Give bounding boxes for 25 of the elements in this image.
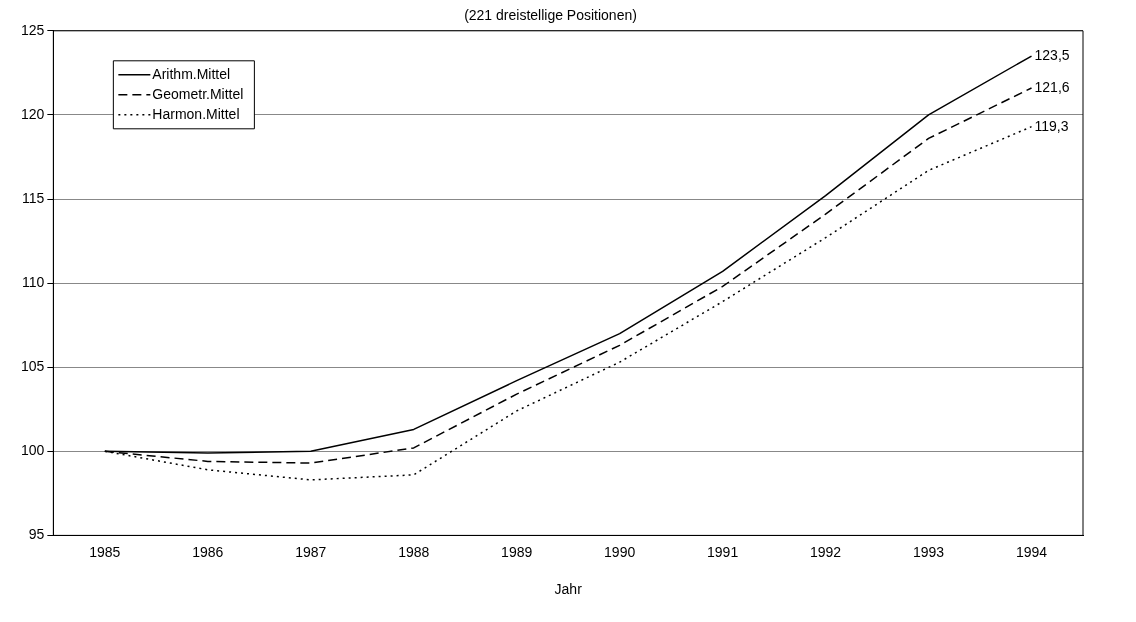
y-tick-label: 105 <box>21 358 45 375</box>
chart-subtitle: (221 dreistellige Positionen) <box>464 7 637 24</box>
legend-label: Geometr.Mittel <box>152 85 244 102</box>
legend-label: Arithm.Mittel <box>152 65 231 82</box>
x-tick-label: 1989 <box>501 543 533 560</box>
x-tick-label: 1987 <box>295 543 327 560</box>
y-tick-label: 95 <box>28 526 45 543</box>
y-tick-label: 120 <box>21 105 45 122</box>
y-tick-label: 100 <box>21 442 45 459</box>
x-tick-label: 1994 <box>1015 543 1048 560</box>
x-axis-title: Jahr <box>554 581 583 598</box>
legend-label: Harmon.Mittel <box>152 105 240 122</box>
y-tick-label: 115 <box>22 189 45 206</box>
data-label: 123,5 <box>1034 46 1070 63</box>
x-tick-label: 1990 <box>604 543 636 560</box>
y-tick-label: 110 <box>22 273 45 290</box>
x-tick-label: 1992 <box>810 543 842 560</box>
x-tick-label: 1988 <box>398 543 430 560</box>
data-label: 121,6 <box>1034 78 1070 95</box>
x-tick-label: 1985 <box>89 543 121 560</box>
data-label: 119,3 <box>1034 117 1069 134</box>
x-tick-label: 1993 <box>912 543 945 560</box>
y-tick-label: 125 <box>21 21 45 38</box>
x-tick-label: 1986 <box>192 543 224 560</box>
x-tick-label: 1991 <box>707 543 739 560</box>
